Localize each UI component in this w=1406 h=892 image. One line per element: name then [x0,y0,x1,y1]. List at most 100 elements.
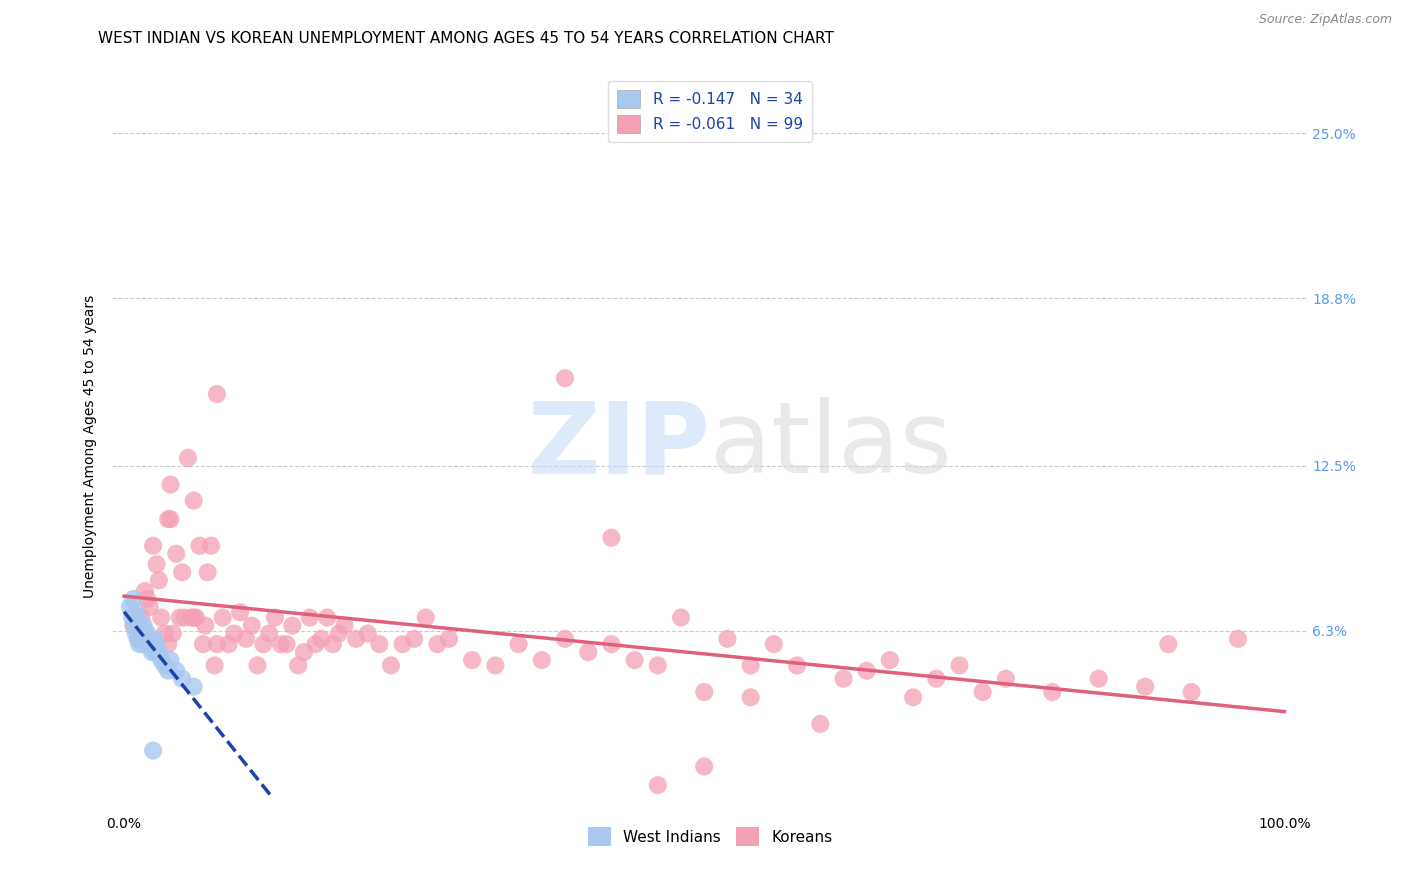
Point [270,637,292,651]
Point [1087,672,1109,686]
Point [623,653,645,667]
Point [159,477,181,491]
Point [257,626,280,640]
Point [135,632,157,646]
Point [127,632,149,646]
Point [136,626,159,640]
Point [150,610,173,624]
Text: atlas: atlas [710,398,952,494]
Point [740,658,762,673]
Point [148,574,170,588]
Point [128,637,150,651]
Point [139,637,162,651]
Point [693,759,716,773]
Point [716,632,738,646]
Point [1180,685,1202,699]
Point [235,632,257,646]
Point [304,637,326,651]
Point [218,637,240,651]
Point [901,690,924,705]
Point [124,618,146,632]
Point [508,637,530,651]
Point [292,645,315,659]
Point [183,493,205,508]
Point [461,653,484,667]
Point [316,610,339,624]
Point [693,685,716,699]
Point [404,632,426,646]
Point [145,637,167,651]
Point [762,637,785,651]
Point [142,539,165,553]
Point [157,512,180,526]
Point [1157,637,1180,651]
Point [134,584,156,599]
Point [357,626,380,640]
Y-axis label: Unemployment Among Ages 45 to 54 years: Unemployment Among Ages 45 to 54 years [83,294,97,598]
Point [188,539,211,553]
Point [197,566,219,580]
Point [281,618,304,632]
Point [136,591,159,606]
Point [134,624,156,638]
Point [972,685,994,699]
Point [153,658,176,673]
Point [184,610,207,624]
Point [180,610,202,624]
Point [264,610,287,624]
Point [600,531,623,545]
Point [328,626,350,640]
Point [118,599,141,614]
Point [311,632,333,646]
Point [211,610,233,624]
Point [669,610,692,624]
Point [287,658,309,673]
Point [205,637,228,651]
Legend: West Indians, Koreans: West Indians, Koreans [579,818,841,855]
Point [142,743,165,757]
Point [148,645,170,659]
Point [138,599,160,614]
Point [159,653,181,667]
Point [145,645,167,659]
Point [246,658,269,673]
Point [165,547,187,561]
Point [647,658,669,673]
Point [157,637,180,651]
Point [994,672,1017,686]
Point [948,658,970,673]
Point [157,664,180,678]
Point [344,632,367,646]
Point [142,637,165,651]
Point [333,618,356,632]
Point [165,664,187,678]
Point [177,450,200,465]
Point [200,539,222,553]
Point [183,610,205,624]
Point [368,637,391,651]
Point [240,618,263,632]
Point [122,618,145,632]
Point [145,558,167,572]
Point [855,664,877,678]
Text: Source: ZipAtlas.com: Source: ZipAtlas.com [1258,13,1392,27]
Point [1226,632,1249,646]
Point [141,645,163,659]
Point [252,637,274,651]
Point [125,610,148,624]
Point [183,680,205,694]
Point [194,618,217,632]
Point [786,658,808,673]
Point [437,632,460,646]
Point [647,778,669,792]
Point [172,566,194,580]
Point [128,618,150,632]
Point [808,717,831,731]
Point [127,632,149,646]
Point [121,610,143,624]
Point [150,653,173,667]
Point [879,653,901,667]
Point [391,637,413,651]
Point [125,626,148,640]
Point [191,637,214,651]
